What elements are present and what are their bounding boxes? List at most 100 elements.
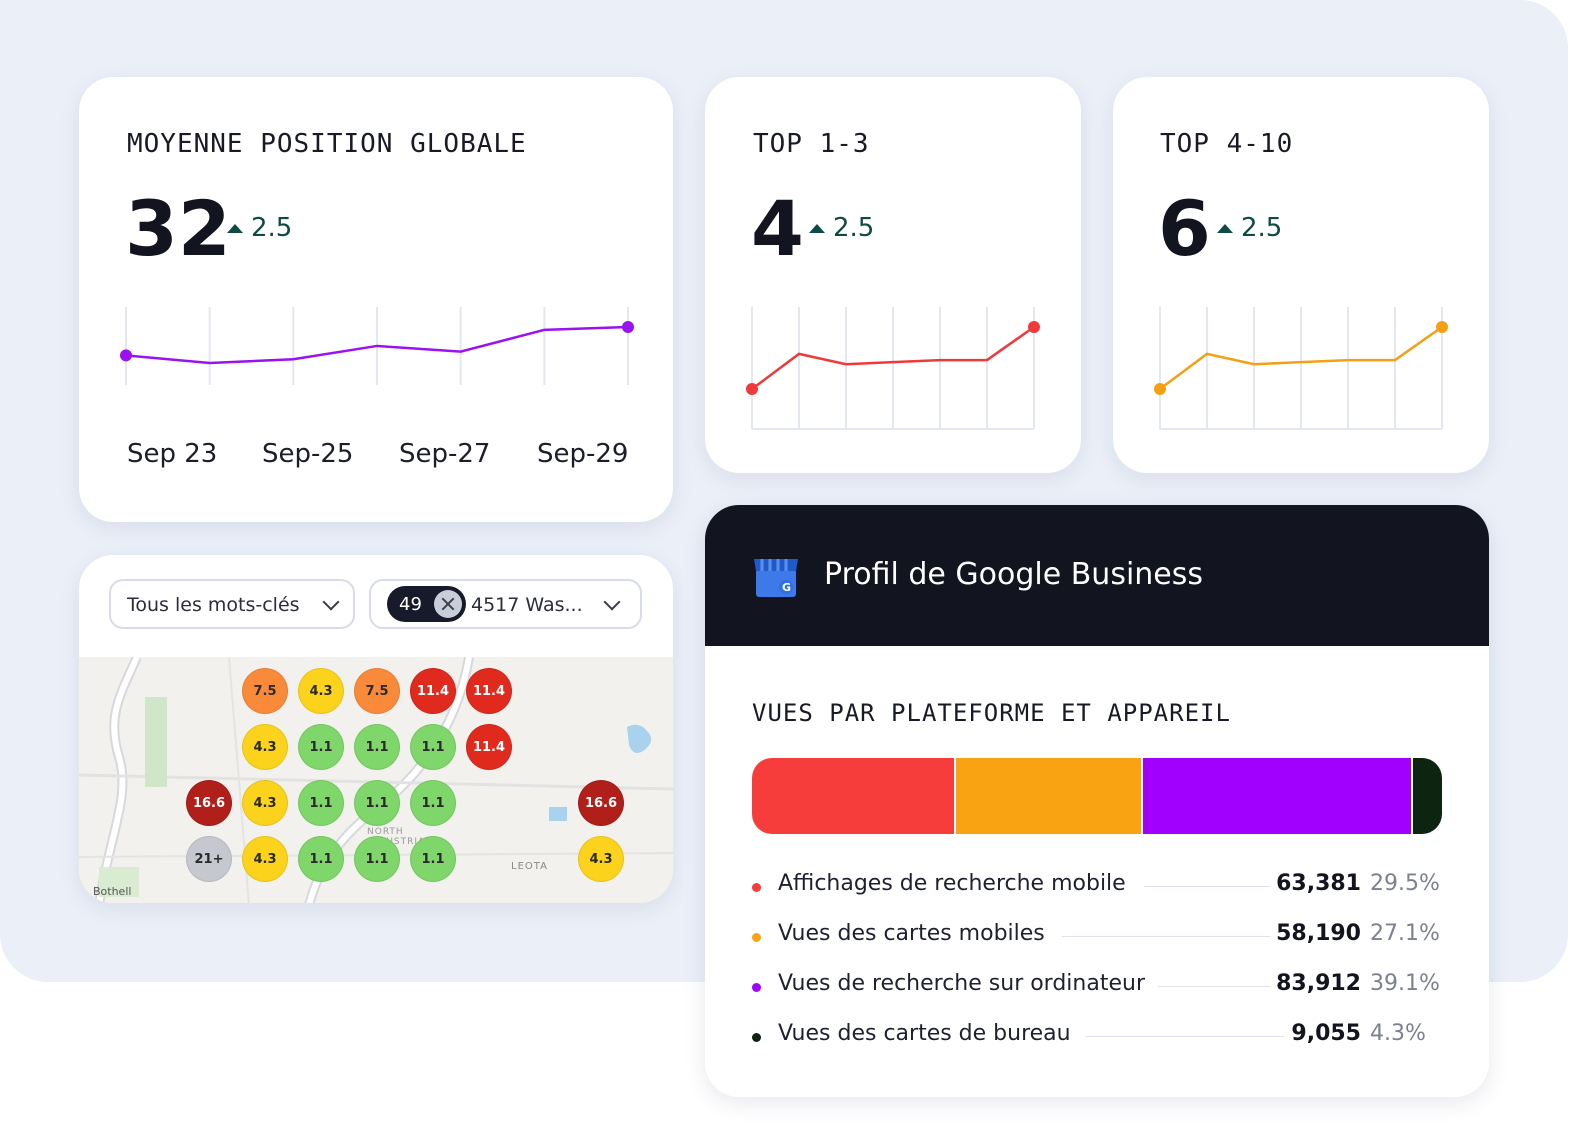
legend-value: 83,912 — [1276, 971, 1361, 996]
x-tick-label: Sep-27 — [399, 439, 491, 469]
legend-leader — [1086, 1036, 1284, 1037]
legend-dot — [752, 933, 761, 942]
up-arrow-icon — [227, 223, 243, 233]
top-1-3-sparkline — [746, 307, 1040, 430]
rank-dot[interactable]: 4.3 — [242, 724, 288, 770]
stacked-bar-segment — [1410, 758, 1442, 834]
avg-position-title: MOYENNE POSITION GLOBALE — [127, 129, 527, 159]
rank-dot[interactable]: 1.1 — [298, 836, 344, 882]
top-4-10-delta-value: 2.5 — [1241, 213, 1283, 243]
series-line — [125, 325, 629, 365]
legend-row: Vues des cartes mobiles 58,190 27.1% — [752, 921, 1442, 951]
legend-leader — [1144, 886, 1270, 887]
avg-position-sparkline — [120, 307, 634, 385]
legend-label: Affichages de recherche mobile — [778, 871, 1126, 896]
x-tick-label: Sep-29 — [537, 439, 629, 469]
rank-dot[interactable]: 1.1 — [410, 724, 456, 770]
top-1-3-delta: 2.5 — [809, 213, 874, 243]
rank-dot[interactable]: 21+ — [186, 836, 232, 882]
series-end-point — [746, 383, 758, 395]
series-line — [1159, 325, 1443, 391]
rank-dot[interactable]: 7.5 — [242, 668, 288, 714]
rank-dot[interactable]: 11.4 — [466, 668, 512, 714]
rank-dot[interactable]: 1.1 — [298, 724, 344, 770]
google-business-header: G Profil de Google Business — [705, 505, 1489, 646]
views-stacked-bar — [752, 758, 1442, 834]
legend-leader — [1158, 986, 1270, 987]
x-tick-label: Sep 23 — [127, 439, 218, 469]
series-end-point — [1154, 383, 1166, 395]
rank-dot[interactable]: 1.1 — [354, 724, 400, 770]
map-place-label: Bothell — [93, 885, 132, 898]
legend-label: Vues des cartes mobiles — [778, 921, 1045, 946]
avg-position-delta: 2.5 — [227, 213, 292, 243]
stacked-bar-segment — [953, 758, 1142, 834]
top-4-10-sparkline — [1154, 307, 1448, 430]
top-1-3-card: TOP 1-3 4 2.5 — [705, 77, 1081, 473]
map-place-label: NORTH INDUSTRIAL — [367, 827, 432, 847]
avg-position-value: 32 — [125, 184, 231, 273]
rank-dot[interactable]: 4.3 — [242, 780, 288, 826]
top-4-10-delta: 2.5 — [1217, 213, 1282, 243]
google-business-title: Profil de Google Business — [824, 557, 1204, 592]
rank-dot[interactable]: 1.1 — [410, 836, 456, 882]
legend-row: Vues de recherche sur ordinateur 83,912 … — [752, 971, 1442, 1001]
google-business-card: G Profil de Google Business VUES PAR PLA… — [705, 505, 1489, 1097]
chevron-down-icon — [322, 593, 340, 611]
legend-dot — [752, 1033, 761, 1042]
svg-text:G: G — [782, 581, 791, 594]
rank-dot[interactable]: 11.4 — [410, 668, 456, 714]
rank-dot[interactable]: 4.3 — [242, 836, 288, 882]
views-section-title: VUES PAR PLATEFORME ET APPAREIL — [752, 699, 1231, 727]
top-1-3-title: TOP 1-3 — [753, 129, 870, 159]
rank-dot[interactable]: 4.3 — [298, 668, 344, 714]
series-end-point — [120, 349, 132, 362]
location-count: 49 — [399, 593, 422, 615]
top-4-10-title: TOP 4-10 — [1160, 129, 1294, 159]
legend-value: 58,190 — [1276, 921, 1361, 946]
rank-dot[interactable]: 1.1 — [410, 780, 456, 826]
up-arrow-icon — [1217, 223, 1233, 233]
keywords-select-label: Tous les mots-clés — [127, 594, 300, 616]
legend-percent: 27.1% — [1370, 921, 1440, 946]
rank-dot[interactable]: 16.6 — [578, 780, 624, 826]
rank-dot[interactable]: 1.1 — [298, 780, 344, 826]
legend-value: 9,055 — [1291, 1021, 1361, 1046]
map-rank-card: Tous les mots-clés 49 4517 Was... Bothel… — [79, 555, 673, 903]
legend-row: Vues des cartes de bureau 9,055 4.3% — [752, 1021, 1442, 1051]
legend-percent: 4.3% — [1370, 1021, 1426, 1046]
keywords-select[interactable]: Tous les mots-clés — [109, 579, 355, 629]
rank-dot[interactable]: 7.5 — [354, 668, 400, 714]
clear-icon[interactable] — [433, 590, 462, 618]
stacked-bar-segment — [1141, 758, 1411, 834]
rank-dot[interactable]: 4.3 — [578, 836, 624, 882]
rank-dot[interactable]: 1.1 — [354, 836, 400, 882]
rank-dot[interactable]: 11.4 — [466, 724, 512, 770]
legend-row: Affichages de recherche mobile 63,381 29… — [752, 871, 1442, 901]
location-select[interactable]: 49 4517 Was... — [369, 579, 642, 629]
series-line — [751, 325, 1035, 391]
avg-position-card: MOYENNE POSITION GLOBALE 32 2.5 Sep 23 S… — [79, 77, 673, 522]
stacked-bar-segment — [752, 758, 954, 834]
location-select-label: 4517 Was... — [471, 594, 583, 616]
legend-percent: 39.1% — [1370, 971, 1440, 996]
series-end-point — [1436, 321, 1448, 333]
x-tick-label: Sep-25 — [262, 439, 354, 469]
series-end-point — [1028, 321, 1040, 333]
up-arrow-icon — [809, 223, 825, 233]
legend-dot — [752, 883, 761, 892]
legend-label: Vues des cartes de bureau — [778, 1021, 1071, 1046]
avg-position-delta-value: 2.5 — [251, 213, 293, 243]
rank-dot[interactable]: 16.6 — [186, 780, 232, 826]
legend-dot — [752, 983, 761, 992]
series-end-point — [622, 321, 634, 333]
top-4-10-value: 6 — [1158, 184, 1211, 273]
rank-dot[interactable]: 1.1 — [354, 780, 400, 826]
legend-value: 63,381 — [1276, 871, 1361, 896]
location-count-chip: 49 — [387, 586, 466, 622]
rank-grid-map[interactable]: Bothell LEOTA NORTH INDUSTRIAL 7.5 4.3 7.5… — [79, 657, 673, 903]
legend-leader — [1062, 936, 1270, 937]
top-1-3-delta-value: 2.5 — [833, 213, 875, 243]
top-4-10-card: TOP 4-10 6 2.5 — [1113, 77, 1489, 473]
map-place-label: LEOTA — [511, 861, 548, 872]
